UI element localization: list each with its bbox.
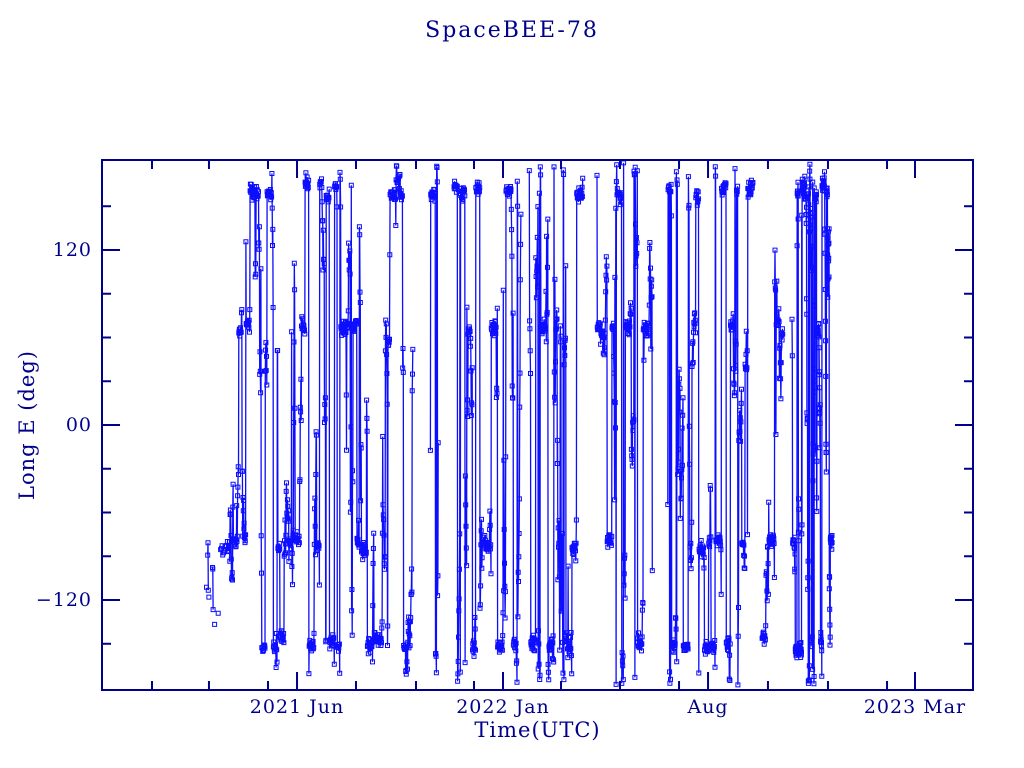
chart-title: SpaceBEE-78	[425, 18, 599, 43]
x-tick-label: 2022 Jan	[456, 696, 550, 718]
x-tick-label: 2023 Mar	[864, 696, 966, 718]
y-tick-label: 00	[66, 414, 92, 436]
data-markers	[204, 160, 835, 688]
data-series	[204, 160, 835, 688]
axis-ticks	[102, 160, 973, 690]
x-tick-label: Aug	[686, 696, 728, 718]
x-tick-labels: 2021 Jun 2022 Jan Aug 2023 Mar	[250, 696, 966, 718]
x-axis-title: Time(UTC)	[474, 718, 601, 742]
x-tick-label: 2021 Jun	[250, 696, 344, 718]
y-tick-labels: 120 00 −120	[36, 239, 92, 611]
y-tick-label: 120	[53, 239, 92, 261]
y-tick-label: −120	[36, 589, 92, 611]
